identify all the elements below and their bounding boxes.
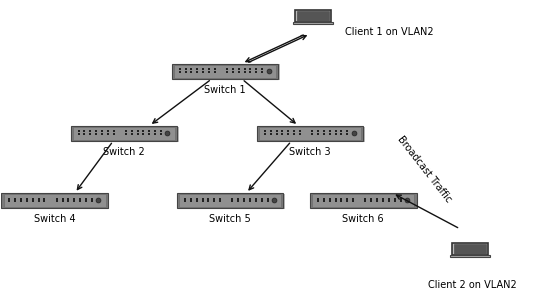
FancyBboxPatch shape	[71, 126, 177, 141]
FancyBboxPatch shape	[173, 64, 280, 80]
FancyBboxPatch shape	[179, 194, 281, 207]
Text: Switch 3: Switch 3	[289, 147, 331, 157]
FancyBboxPatch shape	[257, 126, 363, 141]
Text: Broadcast Traffic: Broadcast Traffic	[395, 134, 454, 204]
FancyBboxPatch shape	[312, 194, 418, 209]
FancyBboxPatch shape	[3, 194, 110, 209]
FancyBboxPatch shape	[4, 194, 106, 207]
FancyBboxPatch shape	[259, 127, 361, 140]
FancyBboxPatch shape	[452, 243, 488, 255]
FancyBboxPatch shape	[295, 10, 331, 23]
Text: Client 2 on VLAN2: Client 2 on VLAN2	[428, 280, 517, 289]
Text: Client 1 on VLAN2: Client 1 on VLAN2	[345, 27, 433, 37]
FancyBboxPatch shape	[177, 193, 284, 208]
FancyBboxPatch shape	[179, 194, 285, 209]
Text: Switch 2: Switch 2	[103, 147, 144, 157]
FancyBboxPatch shape	[293, 23, 333, 24]
FancyBboxPatch shape	[73, 127, 175, 140]
FancyBboxPatch shape	[258, 127, 365, 142]
FancyBboxPatch shape	[312, 194, 415, 207]
FancyBboxPatch shape	[454, 244, 486, 254]
FancyBboxPatch shape	[72, 127, 179, 142]
FancyBboxPatch shape	[2, 193, 108, 208]
FancyBboxPatch shape	[174, 65, 276, 78]
FancyBboxPatch shape	[450, 255, 490, 257]
Text: Switch 5: Switch 5	[209, 214, 251, 224]
FancyBboxPatch shape	[172, 64, 278, 79]
Text: Switch 1: Switch 1	[204, 85, 246, 95]
Text: Switch 6: Switch 6	[342, 214, 384, 224]
FancyBboxPatch shape	[296, 11, 329, 21]
FancyBboxPatch shape	[310, 193, 417, 208]
Text: Switch 4: Switch 4	[34, 214, 75, 224]
